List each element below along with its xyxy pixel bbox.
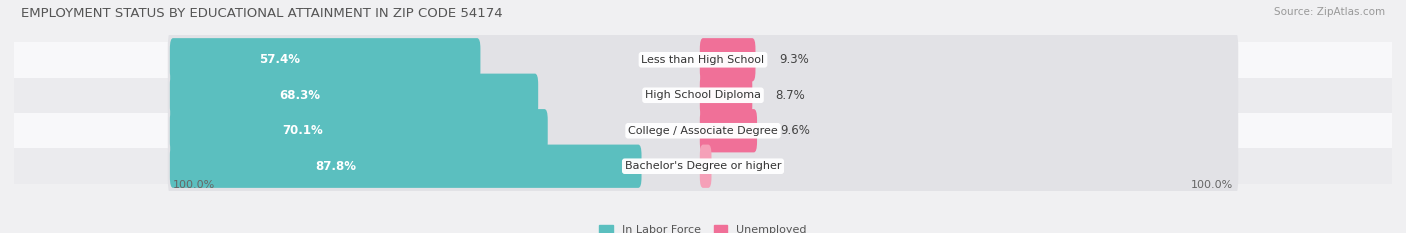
FancyBboxPatch shape	[170, 74, 538, 117]
Text: 57.4%: 57.4%	[259, 53, 299, 66]
FancyBboxPatch shape	[170, 145, 641, 188]
Text: 9.6%: 9.6%	[780, 124, 810, 137]
FancyBboxPatch shape	[700, 109, 756, 152]
FancyBboxPatch shape	[700, 38, 755, 81]
FancyBboxPatch shape	[167, 29, 1239, 90]
Text: Bachelor's Degree or higher: Bachelor's Degree or higher	[624, 161, 782, 171]
Text: Less than High School: Less than High School	[641, 55, 765, 65]
Text: 70.1%: 70.1%	[283, 124, 323, 137]
FancyBboxPatch shape	[170, 38, 481, 81]
Text: High School Diploma: High School Diploma	[645, 90, 761, 100]
Text: 68.3%: 68.3%	[280, 89, 321, 102]
Text: 9.3%: 9.3%	[779, 53, 808, 66]
Bar	[14, 42, 1392, 78]
Text: 1.0%: 1.0%	[735, 160, 765, 173]
Text: College / Associate Degree: College / Associate Degree	[628, 126, 778, 136]
Text: EMPLOYMENT STATUS BY EDUCATIONAL ATTAINMENT IN ZIP CODE 54174: EMPLOYMENT STATUS BY EDUCATIONAL ATTAINM…	[21, 7, 503, 20]
Bar	[14, 113, 1392, 148]
FancyBboxPatch shape	[700, 74, 752, 117]
Bar	[14, 148, 1392, 184]
FancyBboxPatch shape	[700, 145, 711, 188]
FancyBboxPatch shape	[167, 136, 1239, 197]
FancyBboxPatch shape	[167, 65, 1239, 126]
Text: Source: ZipAtlas.com: Source: ZipAtlas.com	[1274, 7, 1385, 17]
Bar	[14, 78, 1392, 113]
FancyBboxPatch shape	[170, 109, 548, 152]
Legend: In Labor Force, Unemployed: In Labor Force, Unemployed	[599, 225, 807, 233]
Text: 100.0%: 100.0%	[173, 180, 215, 190]
Text: 100.0%: 100.0%	[1191, 180, 1233, 190]
FancyBboxPatch shape	[167, 100, 1239, 161]
Text: 87.8%: 87.8%	[315, 160, 356, 173]
Text: 8.7%: 8.7%	[776, 89, 806, 102]
